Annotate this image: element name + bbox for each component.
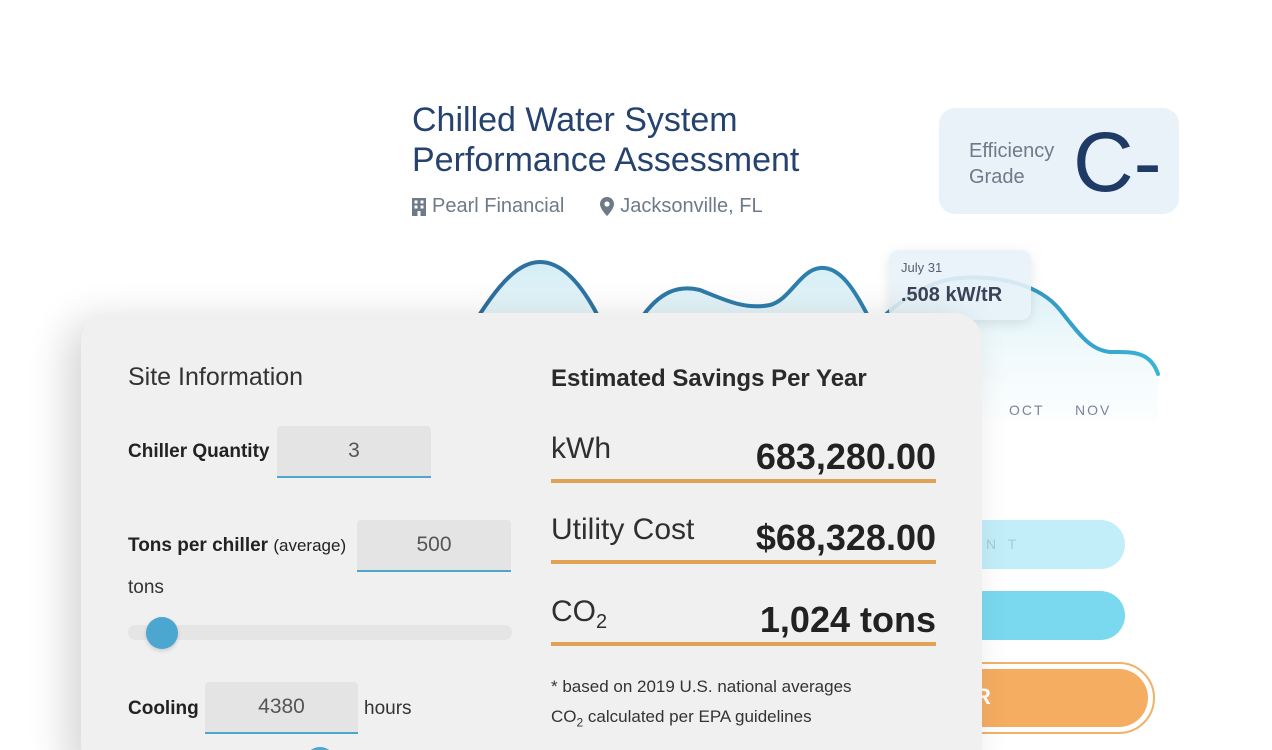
cooling-slider-thumb[interactable]: [304, 747, 336, 750]
cost-label: Utility Cost: [551, 513, 695, 546]
site-meta: Pearl Financial Jacksonville, FL: [412, 195, 799, 218]
tons-label-main: Tons per chiller: [128, 535, 269, 556]
tons-slider-track[interactable]: [128, 625, 512, 640]
co2-label: CO2: [551, 595, 607, 634]
footnote-suffix: calculated per EPA guidelines: [583, 707, 812, 726]
kwh-label: kWh: [551, 432, 611, 465]
location-name: Jacksonville, FL: [620, 195, 763, 217]
month-label-oct: OCT: [1009, 402, 1045, 418]
map-pin-icon: [600, 197, 615, 216]
page-title: Chilled Water System Performance Assessm…: [412, 101, 800, 179]
tons-unit: tons: [128, 577, 164, 598]
footnote-co: CO: [551, 707, 577, 726]
efficiency-grade-card: Efficiency Grade C-: [939, 108, 1179, 214]
location-meta: Jacksonville, FL: [600, 195, 763, 218]
chiller-quantity-label: Chiller Quantity: [128, 441, 270, 462]
footnote-epa: CO2 calculated per EPA guidelines: [551, 707, 812, 729]
kwh-value: 683,280.00: [755, 436, 936, 477]
company-meta: Pearl Financial: [412, 195, 564, 218]
cooling-hours-input[interactable]: 4380: [205, 682, 358, 734]
site-information-title: Site Information: [128, 363, 304, 391]
cost-value: $68,328.00: [755, 517, 936, 558]
month-label-nov: NOV: [1075, 402, 1112, 418]
pill-1-text: N T: [986, 536, 1021, 552]
tooltip-date: July 31: [901, 260, 943, 275]
tons-label-sub: (average): [273, 536, 347, 555]
co2-label-text: CO: [551, 595, 596, 628]
savings-row-cost: Utility Cost $68,328.00: [551, 509, 936, 564]
tons-slider-thumb[interactable]: [146, 617, 178, 649]
chart-tooltip: July 31 .508 kW/tR: [889, 250, 1031, 320]
savings-row-kwh: kWh 683,280.00: [551, 428, 936, 483]
cooling-unit: hours: [364, 698, 412, 719]
grade-value: C-: [1073, 115, 1162, 209]
tons-per-chiller-input[interactable]: 500: [357, 520, 511, 572]
company-name: Pearl Financial: [432, 195, 565, 217]
savings-title: Estimated Savings Per Year: [551, 365, 867, 392]
tooltip-value: .508 kW/tR: [901, 284, 1003, 306]
chiller-quantity-input[interactable]: 3: [277, 426, 431, 478]
footnote-sub: 2: [576, 715, 584, 730]
footnote-averages: * based on 2019 U.S. national averages: [551, 677, 852, 696]
calculator-panel: Site Information Chiller Quantity 3 Tons…: [81, 313, 982, 750]
building-icon: [412, 197, 426, 216]
grade-label: Efficiency Grade: [969, 140, 1055, 188]
cooling-label: Cooling: [128, 698, 199, 719]
tons-per-chiller-label: Tons per chiller (average): [128, 535, 346, 557]
co2-value: 1,024 tons: [759, 599, 936, 640]
savings-row-co2: CO2 1,024 tons: [551, 591, 936, 646]
co2-label-sub: 2: [596, 611, 608, 633]
